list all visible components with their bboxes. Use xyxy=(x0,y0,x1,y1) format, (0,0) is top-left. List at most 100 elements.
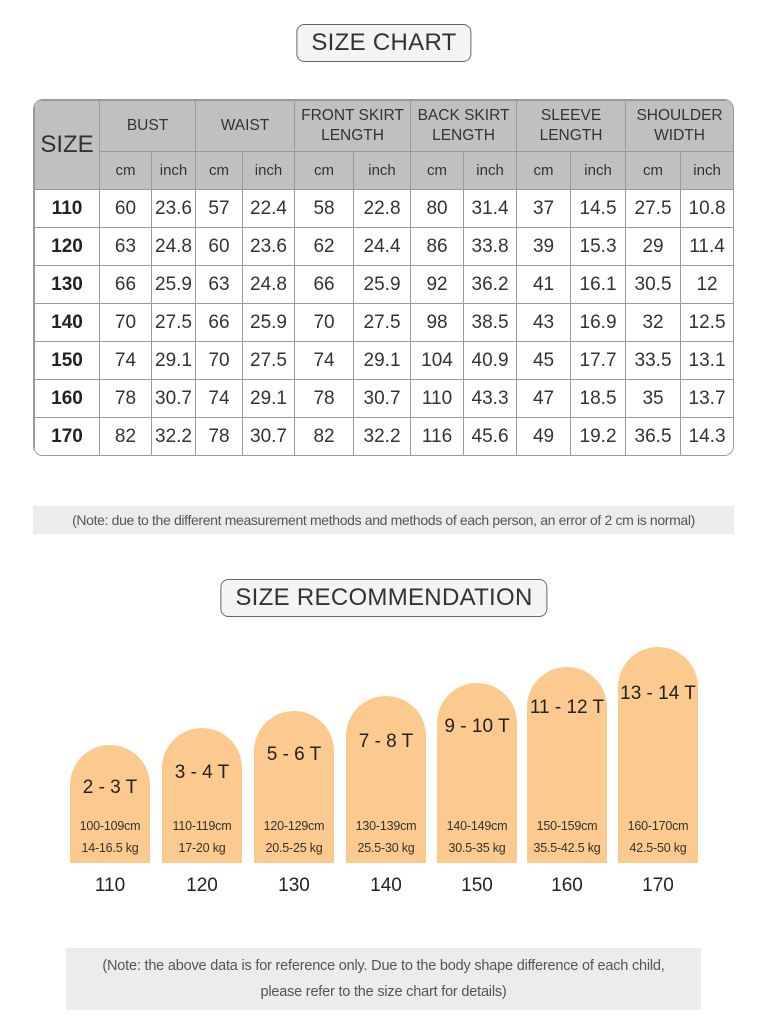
table-cell: 30.7 xyxy=(151,379,196,418)
unit-header-cm: cm xyxy=(625,151,682,190)
height-range-label: 100-109cm xyxy=(79,819,141,833)
table-cell: 19.2 xyxy=(570,417,627,455)
table-cell: 23.6 xyxy=(151,189,196,228)
table-cell: 27.5 xyxy=(241,341,296,380)
size-cell: 130 xyxy=(34,265,100,304)
table-cell: 31.4 xyxy=(463,189,518,228)
table-cell: 32.2 xyxy=(151,417,196,455)
table-cell: 58 xyxy=(294,189,355,228)
recommendation-bar: 13 - 14 T 160-170cm 42.5-50 kg xyxy=(618,647,698,863)
table-cell: 29 xyxy=(625,227,682,266)
table-cell: 43 xyxy=(516,303,572,342)
height-range-label: 140-149cm xyxy=(446,819,508,833)
table-cell: 82 xyxy=(99,417,152,455)
table-cell: 78 xyxy=(195,417,243,455)
size-cell: 120 xyxy=(34,227,100,266)
table-cell: 32 xyxy=(625,303,682,342)
unit-header-cm: cm xyxy=(99,151,152,190)
table-cell: 66 xyxy=(99,265,152,304)
table-row: 140 70 27.5 66 25.9 70 27.5 98 38.5 43 16.9 32 12.5 xyxy=(34,303,733,342)
table-cell: 70 xyxy=(99,303,152,342)
size-cell: 140 xyxy=(34,303,100,342)
group-header-waist: WAIST xyxy=(194,100,296,152)
table-cell: 25.9 xyxy=(151,265,196,304)
table-row: 130 66 25.9 63 24.8 66 25.9 92 36.2 41 16.1 30.5 12 xyxy=(34,265,733,304)
table-cell: 13.7 xyxy=(680,379,733,418)
table-cell: 22.4 xyxy=(241,189,296,228)
table-cell: 98 xyxy=(410,303,465,342)
weight-range-label: 25.5-30 kg xyxy=(357,841,415,855)
recommendation-bar: 7 - 8 T 130-139cm 25.5-30 kg xyxy=(346,696,426,863)
recommended-size-label: 160 xyxy=(551,875,583,896)
table-cell: 57 xyxy=(195,189,243,228)
table-cell: 36.2 xyxy=(463,265,518,304)
weight-range-label: 30.5-35 kg xyxy=(448,841,506,855)
unit-header-inch: inch xyxy=(241,151,296,190)
table-row: 170 82 32.2 78 30.7 82 32.2 116 45.6 49 19.2 36.5 14… xyxy=(34,417,733,455)
table-cell: 60 xyxy=(99,189,152,228)
table-cell: 18.5 xyxy=(570,379,627,418)
table-cell: 33.5 xyxy=(625,341,682,380)
table-cell: 47 xyxy=(516,379,572,418)
group-header-shoulder-width: SHOULDER WIDTH xyxy=(625,100,733,152)
unit-header-cm: cm xyxy=(294,151,355,190)
table-row: 120 63 24.8 60 23.6 62 24.4 86 33.8 39 15.3 29 11.4 xyxy=(34,227,733,266)
recommendation-bar: 3 - 4 T 110-119cm 17-20 kg xyxy=(162,728,242,863)
age-range-label: 13 - 14 T xyxy=(620,683,696,704)
table-cell: 29.1 xyxy=(353,341,412,380)
reference-note: (Note: the above data is for reference o… xyxy=(66,948,701,1010)
table-cell: 86 xyxy=(410,227,465,266)
table-cell: 29.1 xyxy=(241,379,296,418)
table-cell: 70 xyxy=(294,303,355,342)
age-range-label: 11 - 12 T xyxy=(529,697,605,718)
table-cell: 16.1 xyxy=(570,265,627,304)
table-row: 110 60 23.6 57 22.4 58 22.8 80 31.4 37 14.5 27.5 10.… xyxy=(34,189,733,228)
unit-header-inch: inch xyxy=(353,151,412,190)
table-cell: 32.2 xyxy=(353,417,412,455)
table-cell: 33.8 xyxy=(463,227,518,266)
weight-range-label: 14-16.5 kg xyxy=(81,841,139,855)
table-cell: 11.4 xyxy=(680,227,733,266)
table-cell: 74 xyxy=(195,379,243,418)
table-cell: 43.3 xyxy=(463,379,518,418)
table-cell: 110 xyxy=(410,379,465,418)
recommended-size-label: 150 xyxy=(461,875,493,896)
size-column-header: SIZE xyxy=(34,100,100,190)
table-cell: 30.5 xyxy=(625,265,682,304)
unit-header-cm: cm xyxy=(195,151,243,190)
table-cell: 15.3 xyxy=(570,227,627,266)
group-header-sleeve-length: SLEEVE LENGTH xyxy=(516,100,627,152)
table-cell: 30.7 xyxy=(241,417,296,455)
table-row: 160 78 30.7 74 29.1 78 30.7 110 43.3 47 18.5 35 13.7 xyxy=(34,379,733,418)
age-range-label: 9 - 10 T xyxy=(444,716,510,737)
table-cell: 104 xyxy=(410,341,465,380)
weight-range-label: 17-20 kg xyxy=(178,841,226,855)
age-range-label: 2 - 3 T xyxy=(82,777,138,798)
recommended-size-label: 130 xyxy=(278,875,310,896)
table-cell: 27.5 xyxy=(151,303,196,342)
table-cell: 23.6 xyxy=(241,227,296,266)
age-range-label: 5 - 6 T xyxy=(266,744,322,765)
table-cell: 35 xyxy=(625,379,682,418)
age-range-label: 3 - 4 T xyxy=(174,762,230,783)
recommendation-bar: 9 - 10 T 140-149cm 30.5-35 kg xyxy=(437,683,517,863)
recommendation-bar: 11 - 12 T 150-159cm 35.5-42.5 kg xyxy=(527,667,607,863)
table-cell: 74 xyxy=(99,341,152,380)
table-cell: 66 xyxy=(294,265,355,304)
table-cell: 29.1 xyxy=(151,341,196,380)
table-cell: 12.5 xyxy=(680,303,733,342)
reference-note-line-2: please refer to the size chart for detai… xyxy=(260,984,507,1000)
table-cell: 45.6 xyxy=(463,417,518,455)
table-cell: 14.5 xyxy=(570,189,627,228)
table-cell: 62 xyxy=(294,227,355,266)
height-range-label: 120-129cm xyxy=(263,819,325,833)
table-row: 150 74 29.1 70 27.5 74 29.1 104 40.9 45 17.7 33.5 13… xyxy=(34,341,733,380)
table-cell: 38.5 xyxy=(463,303,518,342)
unit-header-inch: inch xyxy=(463,151,518,190)
table-cell: 37 xyxy=(516,189,572,228)
recommended-size-label: 110 xyxy=(94,875,126,896)
recommendation-bar: 2 - 3 T 100-109cm 14-16.5 kg xyxy=(70,745,150,863)
table-cell: 24.4 xyxy=(353,227,412,266)
size-chart-title: SIZE CHART xyxy=(296,24,472,62)
table-cell: 39 xyxy=(516,227,572,266)
